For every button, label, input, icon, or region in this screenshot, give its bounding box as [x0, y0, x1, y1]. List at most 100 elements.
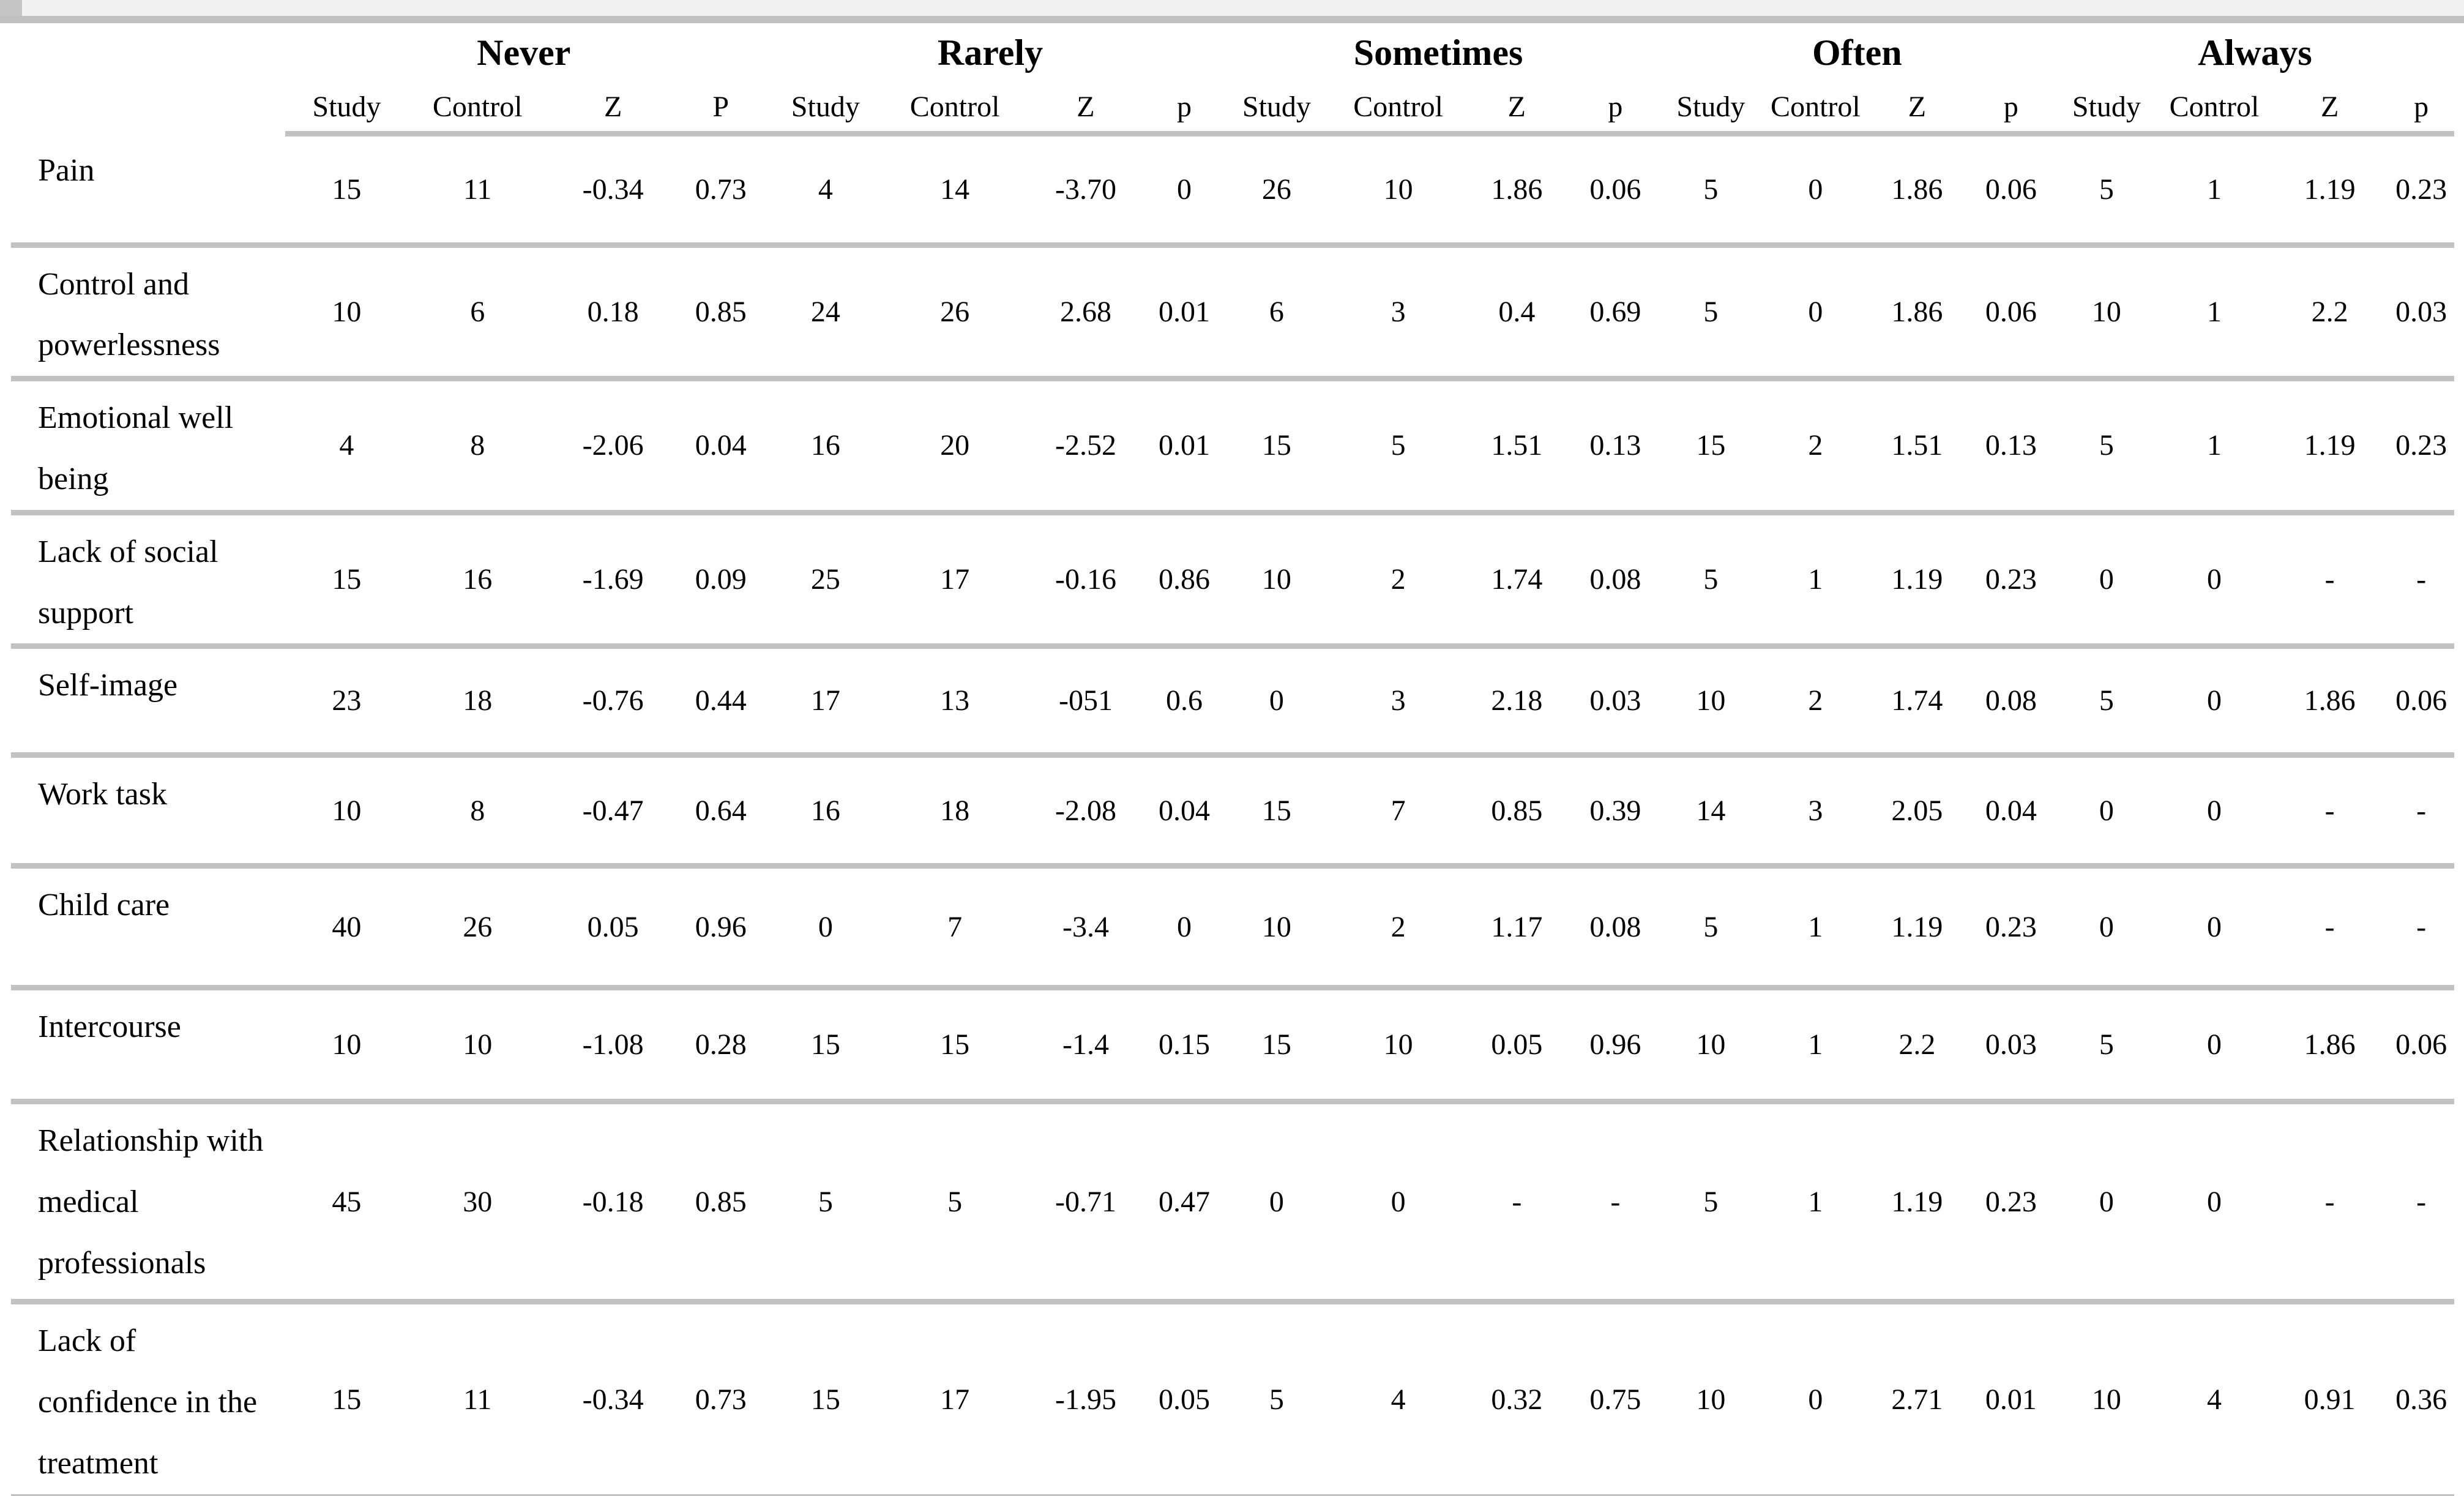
- column-header-often-z: Z: [1867, 82, 1966, 137]
- cell: 0.05: [547, 866, 679, 991]
- cell: 15: [1218, 378, 1335, 515]
- cell: 0.15: [1150, 987, 1219, 1105]
- cell: -1.4: [1021, 987, 1151, 1105]
- cell: -: [2388, 866, 2454, 991]
- cell: 1: [1763, 1101, 1868, 1305]
- cell: 0.85: [679, 1101, 763, 1305]
- cell: 17: [762, 646, 889, 758]
- group-header-never: Never: [477, 32, 571, 73]
- cell: 15: [762, 987, 889, 1105]
- table-row: Intercourse 10 10 -1.08 0.28 15 15 -1.4 0.15 15 10…: [11, 987, 2454, 1105]
- cell: 2.18: [1461, 646, 1572, 758]
- cell: 5: [1658, 245, 1763, 382]
- table-row: Relationship with medical professionals 4…: [11, 1101, 2454, 1305]
- column-header-rarely-z: Z: [1021, 82, 1151, 137]
- cell: 1.86: [2271, 646, 2389, 758]
- cell: 10: [1658, 987, 1763, 1105]
- table-row: Emotional well being 4 8 -2.06 0.04 16 20 -2.52…: [11, 378, 2454, 515]
- cell: 10: [285, 245, 409, 382]
- cell: 1: [2157, 245, 2272, 382]
- cell: 0: [1150, 133, 1219, 248]
- cell: 5: [1658, 133, 1763, 248]
- cell: -0.71: [1021, 1101, 1151, 1305]
- cell: 0: [1335, 1101, 1462, 1305]
- cell: 10: [1658, 1301, 1763, 1496]
- cell: 0.39: [1572, 755, 1659, 869]
- cell: 5: [2055, 646, 2157, 758]
- cell: 0.04: [679, 378, 763, 515]
- cell: 14: [1658, 755, 1763, 869]
- cell: 1: [1763, 512, 1868, 649]
- table-row: Lack of confidence in the treatment 15 11-…: [11, 1301, 2454, 1496]
- cell: 0.36: [2388, 1301, 2454, 1496]
- cell: 1: [2157, 378, 2272, 515]
- cell: 0.85: [1461, 755, 1572, 869]
- cell: 0: [2157, 646, 2272, 758]
- row-label: Intercourse: [11, 987, 285, 1105]
- cell: -: [2271, 866, 2389, 991]
- cell: 13: [888, 646, 1021, 758]
- cell: 5: [1658, 512, 1763, 649]
- cell: 2: [1335, 512, 1462, 649]
- column-header-often-control: Control: [1763, 82, 1868, 137]
- cell: -3.70: [1021, 133, 1151, 248]
- column-header-never-study: Study: [285, 82, 409, 137]
- cell: 26: [888, 245, 1021, 382]
- table-row: Pain 15 11 -0.34 0.73 4 14 -3.70 0 26 10 1.86 0.06 5 0…: [11, 133, 2454, 248]
- cell: 10: [285, 987, 409, 1105]
- cell: 0.01: [1150, 378, 1219, 515]
- column-header-sometimes-p: p: [1572, 82, 1659, 137]
- cell: 3: [1335, 646, 1462, 758]
- group-header-often: Often: [1812, 32, 1902, 73]
- row-label: Emotional well being: [11, 378, 285, 515]
- cell: 2.2: [1867, 987, 1966, 1105]
- cell: 0: [2055, 866, 2157, 991]
- cell: 0.47: [1150, 1101, 1219, 1305]
- cell: 0: [1763, 1301, 1868, 1496]
- cell: 0.08: [1572, 866, 1659, 991]
- group-header-rarely: Rarely: [937, 32, 1043, 73]
- cell: 15: [1658, 378, 1763, 515]
- cell: 8: [408, 378, 547, 515]
- cell: 5: [762, 1101, 889, 1305]
- cell: 5: [1218, 1301, 1335, 1496]
- frequency-comparison-table: Never Rarely Sometimes Often Always Study Con…: [11, 23, 2454, 1496]
- cell: 0.01: [1966, 1301, 2056, 1496]
- cell: 0.73: [679, 1301, 763, 1496]
- cell: 0.28: [679, 987, 763, 1105]
- cell: -2.52: [1021, 378, 1151, 515]
- cell: 0.08: [1572, 512, 1659, 649]
- column-header-never-control: Control: [408, 82, 547, 137]
- cell: 1.74: [1867, 646, 1966, 758]
- corner-cell: [11, 23, 285, 82]
- cell: 0: [2055, 512, 2157, 649]
- cell: 30: [408, 1101, 547, 1305]
- cell: 0.03: [1572, 646, 1659, 758]
- cell: 0.23: [1966, 866, 2056, 991]
- cell: 0.91: [2271, 1301, 2389, 1496]
- cell: 15: [762, 1301, 889, 1496]
- row-label: Lack of confidence in the treatment: [11, 1301, 285, 1496]
- cell: 0.75: [1572, 1301, 1659, 1496]
- cell: -: [1461, 1101, 1572, 1305]
- column-header-always-study: Study: [2055, 82, 2157, 137]
- cell: 2.71: [1867, 1301, 1966, 1496]
- cell: 0.69: [1572, 245, 1659, 382]
- cell: 45: [285, 1101, 409, 1305]
- cell: 26: [408, 866, 547, 991]
- column-header-rarely-study: Study: [762, 82, 889, 137]
- cell: 17: [888, 1301, 1021, 1496]
- cell: 10: [2055, 245, 2157, 382]
- page-top-strip: [0, 0, 2464, 23]
- page-top-strip-notch: [0, 0, 22, 16]
- cell: 0.13: [1572, 378, 1659, 515]
- cell: 0: [2055, 755, 2157, 869]
- cell: -: [1572, 1101, 1659, 1305]
- cell: 24: [762, 245, 889, 382]
- cell: 17: [888, 512, 1021, 649]
- cell: 1: [1763, 866, 1868, 991]
- table-body: Pain 15 11 -0.34 0.73 4 14 -3.70 0 26 10 1.86 0.06 5 0…: [11, 133, 2454, 1496]
- cell: 3: [1763, 755, 1868, 869]
- cell: 40: [285, 866, 409, 991]
- cell: 0.86: [1150, 512, 1219, 649]
